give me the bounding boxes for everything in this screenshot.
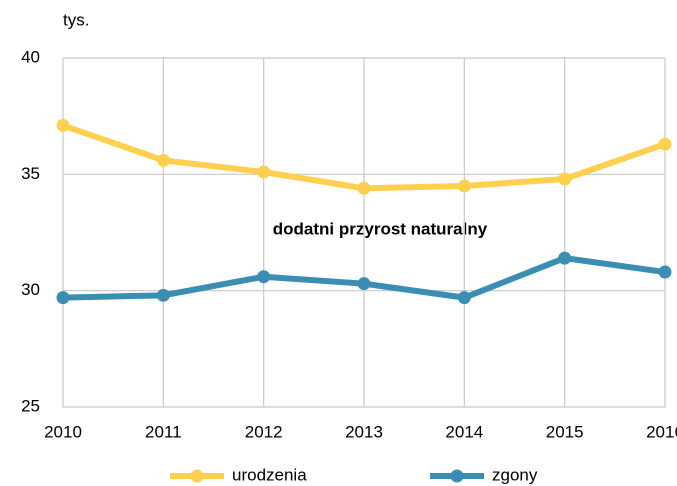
y-tick-label: 35 — [21, 164, 40, 183]
legend-swatch-marker — [450, 469, 464, 483]
y-tick-label: 30 — [21, 280, 40, 299]
annotation: dodatni przyrost naturalny — [273, 219, 488, 238]
data-point — [558, 251, 572, 265]
x-tick-label: 2014 — [445, 422, 483, 441]
legend-label: urodzenia — [232, 465, 307, 484]
data-point — [257, 165, 271, 179]
x-tick-label: 2015 — [546, 422, 584, 441]
y-tick-label: 40 — [21, 47, 40, 66]
x-tick-label: 2011 — [145, 422, 182, 441]
legend-swatch-marker — [190, 469, 204, 483]
data-point — [357, 277, 371, 291]
data-point — [257, 270, 271, 284]
data-point — [56, 291, 70, 305]
data-point — [156, 288, 170, 302]
legend-label: zgony — [492, 465, 538, 484]
x-tick-label: 2010 — [44, 422, 82, 441]
data-point — [558, 172, 572, 186]
data-point — [156, 153, 170, 167]
x-tick-label: 2013 — [345, 422, 383, 441]
y-axis-label: tys. — [63, 10, 89, 29]
data-point — [457, 179, 471, 193]
y-tick-label: 25 — [21, 396, 40, 415]
data-point — [357, 181, 371, 195]
data-point — [658, 137, 672, 151]
data-point — [457, 291, 471, 305]
data-point — [658, 265, 672, 279]
x-tick-label: 2012 — [245, 422, 283, 441]
data-point — [56, 118, 70, 132]
x-tick-label: 2016 — [646, 422, 677, 441]
